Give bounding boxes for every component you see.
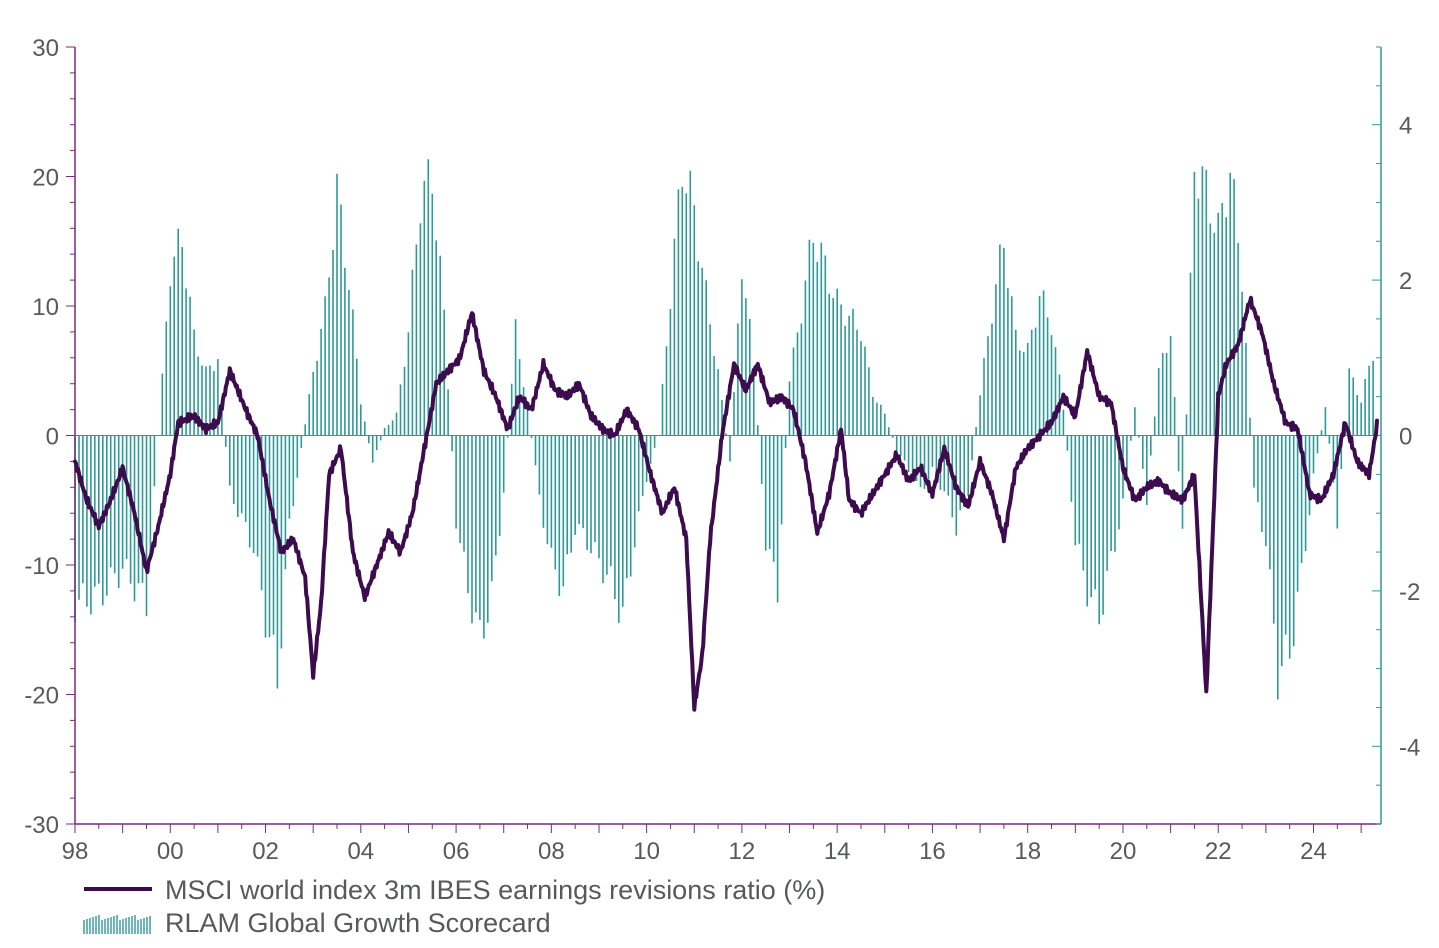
x-tick-label: 14 (824, 838, 851, 865)
y-right-tick-label: -4 (1399, 734, 1420, 761)
y-left-tick-label: 0 (46, 424, 59, 451)
y-right-tick-label: 2 (1399, 268, 1412, 295)
y-left-tick-label: -30 (24, 812, 59, 839)
legend-label-line: MSCI world index 3m IBES earnings revisi… (165, 875, 825, 905)
y-right-tick-label: -2 (1399, 579, 1420, 606)
x-tick-label: 20 (1110, 838, 1137, 865)
x-tick-label: 00 (157, 838, 184, 865)
y-left-tick-label: 10 (32, 294, 59, 321)
series-line-msci (73, 295, 1379, 712)
line-layer (73, 295, 1379, 712)
y-right-tick-label: 0 (1399, 424, 1412, 451)
legend: MSCI world index 3m IBES earnings revisi… (83, 875, 825, 938)
y-left-tick-label: 20 (32, 165, 59, 192)
x-tick-label: 04 (347, 838, 374, 865)
x-tick-label: 18 (1014, 838, 1041, 865)
x-tick-label: 22 (1205, 838, 1232, 865)
bars-layer (74, 159, 1374, 700)
x-tick-label: 12 (729, 838, 756, 865)
y-left-tick-label: -20 (24, 683, 59, 710)
x-tick-label: 10 (633, 838, 660, 865)
legend-bar-swatch (83, 915, 151, 934)
y-left-tick-label: 30 (32, 35, 59, 62)
y-right-tick-label: 4 (1399, 113, 1412, 140)
x-tick-label: 08 (538, 838, 565, 865)
x-tick-label: 16 (919, 838, 946, 865)
x-tick-label: 06 (443, 838, 470, 865)
x-tick-label: 02 (252, 838, 279, 865)
y-left-tick-label: -10 (24, 553, 59, 580)
x-tick-label: 24 (1300, 838, 1327, 865)
legend-label-bars: RLAM Global Growth Scorecard (165, 908, 551, 938)
x-tick-label: 98 (62, 838, 89, 865)
